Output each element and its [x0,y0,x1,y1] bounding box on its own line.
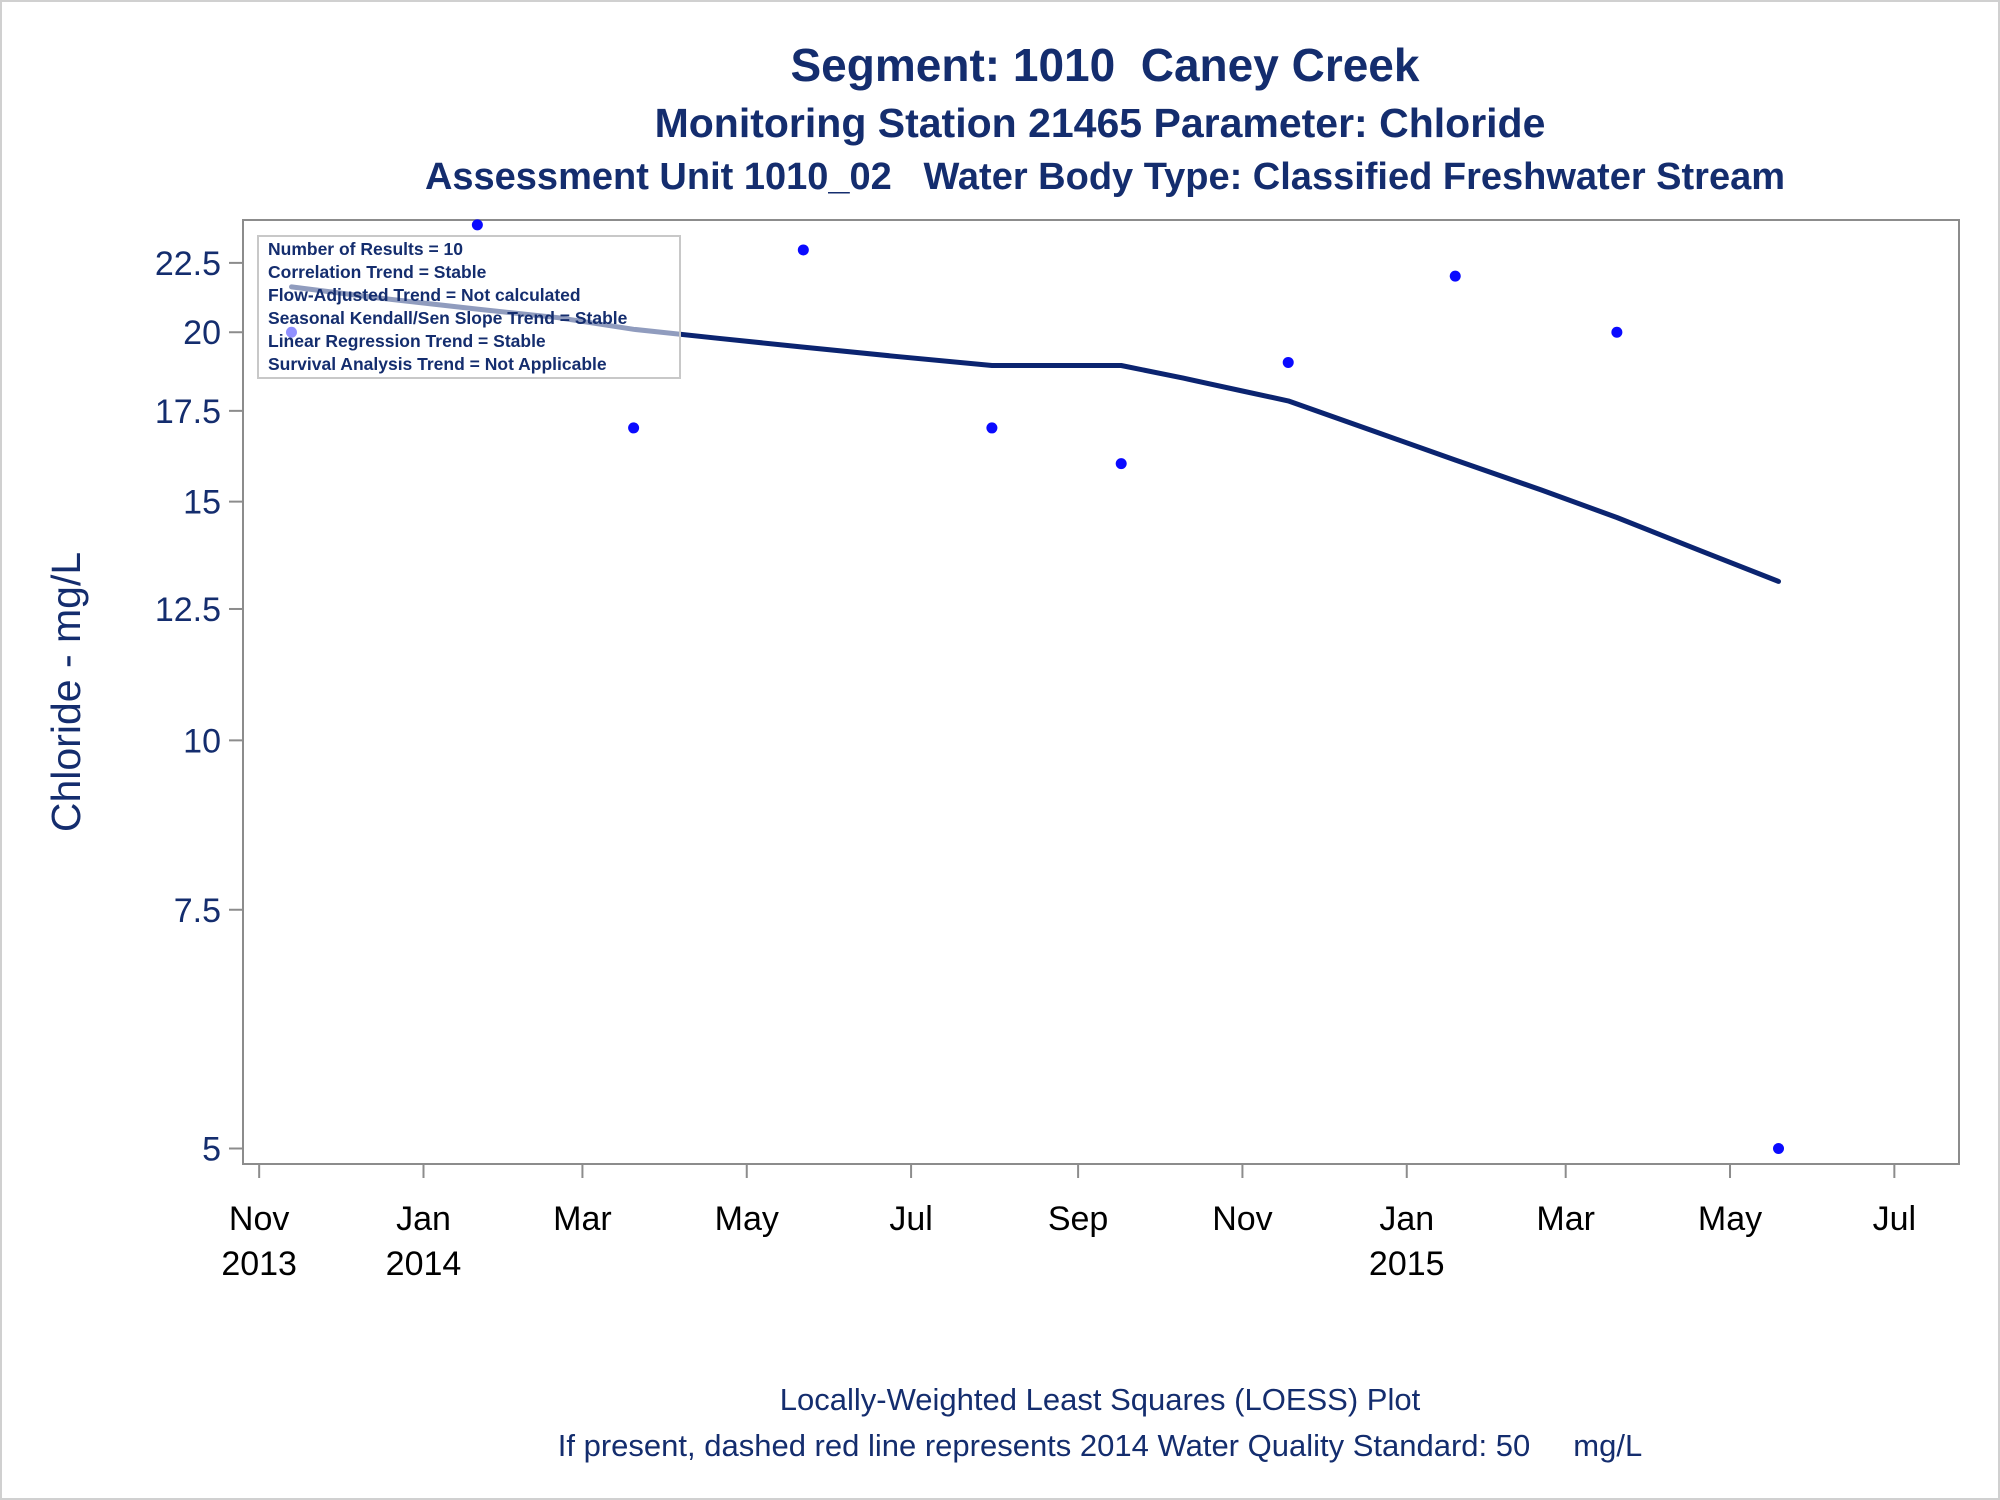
plot-area-border [242,219,1960,1165]
chart-title: Segment: 1010 Caney Creek [790,39,1420,91]
x-tick-year: 2015 [1369,1245,1445,1283]
y-tick-label: 10 [183,722,221,760]
standard-note: If present, dashed red line represents 2… [557,1428,1643,1463]
y-tick-label: 17.5 [155,393,221,431]
stat-survival-analysis-trend: Survival Analysis Trend = Not Applicable [268,354,607,374]
stat-flow-adjusted-trend: Flow-Adjusted Trend = Not calculated [268,285,581,305]
y-tick-label: 5 [202,1130,221,1168]
x-axis: Nov 2013 Jan 2014 Mar May Jul Sep Nov Jan 2015 Mar M… [221,1164,1916,1283]
y-tick-label: 20 [183,314,221,352]
x-tick-month: Mar [553,1200,612,1238]
x-tick-year: 2013 [221,1245,297,1283]
data-point [1449,270,1461,282]
y-tick-label: 22.5 [155,245,221,283]
data-point [628,422,640,434]
chart-subtitle-assessment: Assessment Unit 1010_02 Water Body Type:… [424,156,1786,198]
data-point [1611,326,1623,338]
data-point [797,244,809,256]
stat-correlation-trend: Correlation Trend = Stable [268,262,487,282]
x-tick-month: Sep [1048,1200,1109,1238]
x-tick-month: Jan [1379,1200,1434,1238]
data-point [1282,356,1294,368]
y-axis: 5 7.5 10 12.5 15 17.5 20 22.5 [155,245,243,1168]
y-tick-label: 12.5 [155,591,221,629]
x-tick-month: Jul [1873,1200,1916,1238]
trend-statistics-box [257,235,681,379]
data-point [1773,1142,1785,1154]
x-tick-month: May [715,1200,779,1238]
x-tick-month: Mar [1536,1200,1595,1238]
y-tick-label: 7.5 [174,892,221,930]
data-point [471,219,483,231]
x-tick-year: 2014 [386,1245,462,1283]
y-tick-label: 15 [183,484,221,522]
stat-number-of-results: Number of Results = 10 [268,239,463,259]
x-tick-month: Jul [889,1200,932,1238]
x-tick-month: May [1698,1200,1762,1238]
chart-subtitle-station: Monitoring Station 21465 Parameter: Chlo… [654,100,1546,146]
stat-seasonal-kendall-trend: Seasonal Kendall/Sen Slope Trend = Stabl… [268,308,628,328]
data-point [986,422,998,434]
plot-type-note: Locally-Weighted Least Squares (LOESS) P… [779,1382,1421,1417]
stat-linear-regression-trend: Linear Regression Trend = Stable [268,331,546,351]
x-tick-month: Nov [1212,1200,1272,1238]
y-axis-label: Chloride - mg/L [43,552,89,832]
x-tick-month: Nov [229,1200,289,1238]
x-tick-month: Jan [396,1200,451,1238]
data-point [1115,458,1127,470]
